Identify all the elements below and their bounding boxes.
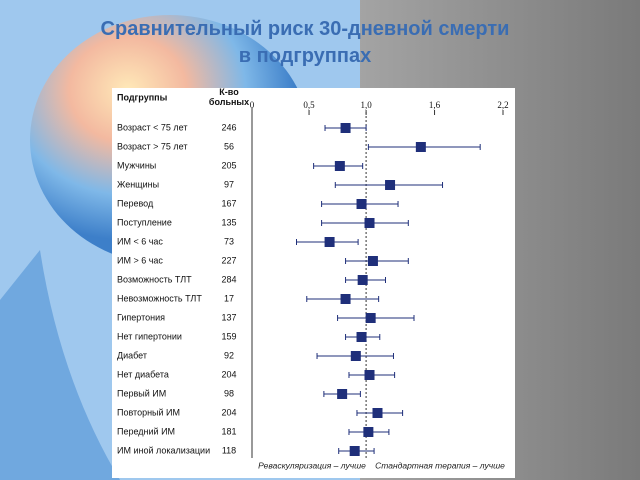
x-tick-label: 2,2	[497, 100, 508, 110]
count-label: 135	[221, 217, 236, 227]
plot-panel	[112, 88, 515, 478]
count-label: 167	[221, 198, 236, 208]
x-tick-label: 0,5	[303, 100, 315, 110]
subgroup-label: Поступление	[117, 217, 172, 227]
count-label: 98	[224, 388, 234, 398]
point-estimate	[356, 199, 367, 209]
count-label: 137	[221, 312, 236, 322]
left-note: Реваскуляризация – лучше	[258, 460, 366, 470]
point-estimate	[350, 351, 361, 361]
count-label: 56	[224, 141, 234, 151]
point-estimate	[324, 237, 335, 247]
point-estimate	[364, 218, 375, 228]
subgroup-label: Повторный ИМ	[117, 407, 180, 417]
point-estimate	[363, 427, 374, 437]
subgroup-label: Диабет	[117, 350, 147, 360]
count-label: 204	[221, 407, 236, 417]
point-estimate	[357, 275, 368, 285]
right-note: Стандартная терапия – лучше	[375, 460, 505, 470]
count-label: 227	[221, 255, 236, 265]
point-estimate	[364, 370, 375, 380]
category-header: Подгруппы	[117, 92, 168, 102]
chart-title: Сравнительный риск 30-дневной смерти в по…	[101, 18, 510, 67]
x-tick-label: 0	[250, 100, 255, 110]
point-estimate	[340, 294, 351, 304]
subgroup-label: Первый ИМ	[117, 388, 166, 398]
count-label: 159	[221, 331, 236, 341]
point-estimate	[385, 180, 396, 190]
count-label: 73	[224, 236, 234, 246]
count-label: 17	[224, 293, 234, 303]
subgroup-label: ИМ > 6 час	[117, 255, 163, 265]
neck-illustration	[0, 250, 120, 480]
subgroup-label: Перевод	[117, 198, 154, 208]
count-label: 246	[221, 122, 236, 132]
subgroup-label: Нет диабета	[117, 369, 169, 379]
subgroup-label: Передний ИМ	[117, 426, 175, 436]
count-label: 118	[222, 445, 236, 455]
count-label: 181	[221, 426, 236, 436]
count-label: 97	[224, 179, 234, 189]
count-header: К-во больных	[209, 87, 249, 107]
point-estimate	[334, 161, 345, 171]
subgroup-label: Возраст > 75 лет	[117, 141, 188, 151]
x-tick-label: 1,6	[429, 100, 441, 110]
point-estimate	[349, 446, 360, 456]
subgroup-label: Гипертония	[117, 312, 165, 322]
point-estimate	[340, 123, 351, 133]
subgroup-label: Возраст < 75 лет	[117, 122, 188, 132]
subgroup-label: Возможность ТЛТ	[117, 274, 192, 284]
subgroup-label: ИМ иной локализации	[117, 445, 210, 455]
point-estimate	[365, 313, 376, 323]
count-label: 204	[221, 369, 236, 379]
point-estimate	[356, 332, 367, 342]
point-estimate	[367, 256, 378, 266]
subgroup-label: Мужчины	[117, 160, 156, 170]
count-label: 92	[224, 350, 234, 360]
subgroup-label: Нет гипертонии	[117, 331, 182, 341]
count-label: 284	[221, 274, 236, 284]
subgroup-label: Невозможность ТЛТ	[117, 293, 202, 303]
count-label: 205	[221, 160, 236, 170]
subgroup-label: ИМ < 6 час	[117, 236, 163, 246]
x-tick-label: 1,0	[360, 100, 372, 110]
point-estimate	[337, 389, 348, 399]
point-estimate	[372, 408, 383, 418]
point-estimate	[415, 142, 426, 152]
subgroup-label: Женщины	[117, 179, 159, 189]
